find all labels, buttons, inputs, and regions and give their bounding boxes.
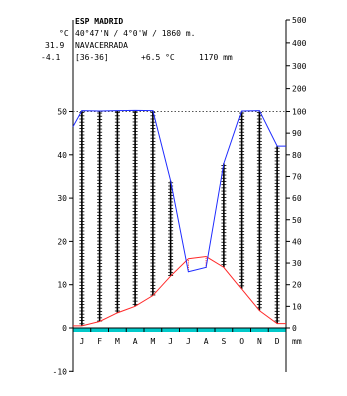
humid-hatch bbox=[150, 110, 156, 296]
left-tick-label: 20 bbox=[57, 237, 67, 246]
left-tick-label: 10 bbox=[57, 281, 67, 290]
mean-temp: +6.5 °C bbox=[141, 53, 175, 62]
dry-dot bbox=[187, 262, 189, 264]
month-label: J bbox=[79, 337, 84, 346]
min-temp-label: -4.1 bbox=[41, 53, 60, 62]
left-tick-label: 50 bbox=[57, 108, 67, 117]
right-tick-label: 400 bbox=[292, 39, 307, 48]
right-tick-label: 0 bbox=[292, 324, 297, 333]
right-tick-label: 100 bbox=[292, 108, 307, 117]
month-label: J bbox=[168, 337, 173, 346]
temp-unit: °C bbox=[59, 29, 69, 38]
humid-hatch bbox=[221, 163, 227, 268]
month-label: S bbox=[221, 337, 226, 346]
humid-hatch bbox=[239, 111, 245, 290]
month-label: N bbox=[257, 337, 262, 346]
dry-dot bbox=[187, 260, 189, 262]
temperature-line bbox=[73, 256, 286, 327]
month-label: M bbox=[150, 337, 155, 346]
humid-hatch bbox=[132, 110, 138, 307]
humid-hatch bbox=[168, 180, 174, 277]
dry-dot bbox=[205, 260, 207, 262]
station-code: ESP MADRID bbox=[75, 17, 123, 26]
left-tick-label: 30 bbox=[57, 194, 67, 203]
humid-hatch bbox=[274, 146, 280, 324]
period: [36-36] bbox=[75, 53, 109, 62]
plot-area bbox=[72, 109, 286, 332]
right-tick-label: 30 bbox=[292, 259, 302, 268]
right-tick-label: 40 bbox=[292, 237, 302, 246]
right-tick-label: 20 bbox=[292, 281, 302, 290]
right-tick-label: 10 bbox=[292, 302, 302, 311]
humid-hatch bbox=[114, 110, 120, 313]
right-tick-label: 500 bbox=[292, 16, 307, 25]
month-label: M bbox=[115, 337, 120, 346]
chart-header: ESP MADRID °C 40°47'N / 4°0'W / 1860 m. … bbox=[41, 17, 233, 62]
left-tick-label: -10 bbox=[53, 367, 68, 376]
station-name: NAVACERRADA bbox=[75, 41, 128, 50]
dry-dot bbox=[187, 264, 189, 266]
right-tick-label: 60 bbox=[292, 194, 302, 203]
month-label: J bbox=[186, 337, 191, 346]
annual-precip: 1170 mm bbox=[199, 53, 233, 62]
humid-hatch bbox=[79, 110, 85, 326]
month-label: A bbox=[133, 337, 138, 346]
right-tick-label: 50 bbox=[292, 216, 302, 225]
right-tick-label: 90 bbox=[292, 129, 302, 138]
right-tick-label: 80 bbox=[292, 151, 302, 160]
right-axis-unit: mm bbox=[292, 337, 302, 346]
left-tick-label: 40 bbox=[57, 151, 67, 160]
left-tick-label: 0 bbox=[62, 324, 67, 333]
humid-hatch bbox=[97, 111, 103, 322]
month-label: O bbox=[239, 337, 244, 346]
month-label: F bbox=[97, 337, 102, 346]
right-tick-label: 300 bbox=[292, 62, 307, 71]
max-temp-label: 31.9 bbox=[45, 41, 64, 50]
coordinates: 40°47'N / 4°0'W / 1860 m. bbox=[75, 29, 195, 38]
left-axis-ticks: 50 40 30 20 10 0 -10 bbox=[53, 108, 73, 376]
precipitation-line bbox=[72, 109, 286, 273]
right-tick-label: 70 bbox=[292, 172, 302, 181]
month-label: D bbox=[275, 337, 280, 346]
humid-hatch bbox=[256, 110, 262, 311]
month-label: A bbox=[204, 337, 209, 346]
right-tick-label: 200 bbox=[292, 85, 307, 94]
dry-dot bbox=[205, 257, 207, 260]
